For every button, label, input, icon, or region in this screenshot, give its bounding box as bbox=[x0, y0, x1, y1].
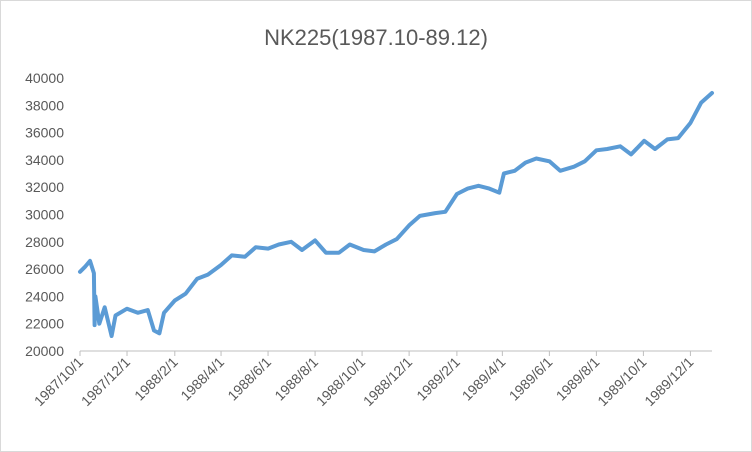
y-tick-label: 40000 bbox=[25, 70, 64, 86]
y-tick-label: 32000 bbox=[25, 179, 64, 195]
y-tick-label: 38000 bbox=[25, 97, 64, 113]
y-tick-label: 26000 bbox=[25, 261, 64, 277]
y-tick-label: 28000 bbox=[25, 234, 64, 250]
y-tick-label: 30000 bbox=[25, 207, 64, 223]
chart-title: NK225(1987.10-89.12) bbox=[264, 25, 488, 50]
y-tick-label: 20000 bbox=[25, 343, 64, 359]
data-line bbox=[78, 91, 714, 338]
y-tick-label: 22000 bbox=[25, 316, 64, 332]
y-tick-label: 34000 bbox=[25, 152, 64, 168]
y-tick-label: 36000 bbox=[25, 125, 64, 141]
y-tick-label: 24000 bbox=[25, 288, 64, 304]
